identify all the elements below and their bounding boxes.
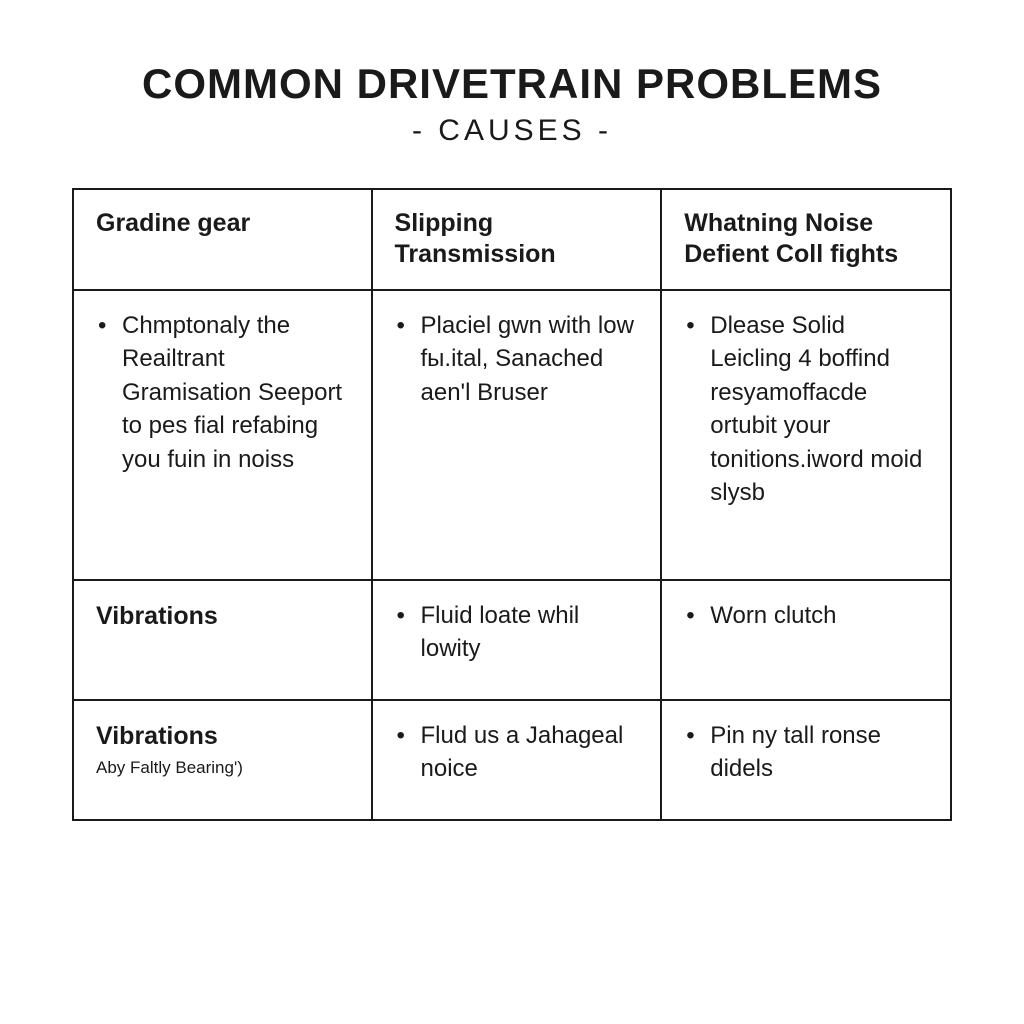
list-item: Fluid loate whil lowity — [395, 599, 639, 666]
row-label-sub: Aby Faltly Bearing') — [96, 756, 349, 780]
list-item: Chmptonaly the Reailtrant Gramisation Se… — [96, 309, 349, 477]
cell-list: Pin ny tall ronse didels — [684, 719, 928, 786]
table-cell: Chmptonaly the Reailtrant Gramisation Se… — [73, 290, 372, 580]
list-item: Placiel gwn with low fы.ital, Sanached a… — [395, 309, 639, 410]
col-header: Whatning Noise Defient Coll fights — [661, 189, 951, 290]
table-cell: Worn clutch — [661, 580, 951, 700]
list-item: Worn clutch — [684, 599, 928, 633]
col-header: Gradine gear — [73, 189, 372, 290]
cell-list: Dlease Solid Leicling 4 boffind resyamof… — [684, 309, 928, 511]
page-title: COMMON DRIVETRAIN PROBLEMS — [72, 60, 952, 108]
col-header: Slipping Transmission — [372, 189, 662, 290]
table-header-row: Gradine gear Slipping Transmission Whatn… — [73, 189, 951, 290]
table-cell: Fluid loate whil lowity — [372, 580, 662, 700]
table-cell: Pin ny tall ronse didels — [661, 700, 951, 820]
list-item: Flud us a Jahageal noice — [395, 719, 639, 786]
cell-list: Placiel gwn with low fы.ital, Sanached a… — [395, 309, 639, 410]
table-cell: Dlease Solid Leicling 4 boffind resyamof… — [661, 290, 951, 580]
table-row: Chmptonaly the Reailtrant Gramisation Se… — [73, 290, 951, 580]
list-item: Dlease Solid Leicling 4 boffind resyamof… — [684, 309, 928, 511]
cell-list: Flud us a Jahageal noice — [395, 719, 639, 786]
table-row: Vibrations Fluid loate whil lowity Worn cl… — [73, 580, 951, 700]
table-cell: Flud us a Jahageal noice — [372, 700, 662, 820]
table-body: Chmptonaly the Reailtrant Gramisation Se… — [73, 290, 951, 820]
problems-table: Gradine gear Slipping Transmission Whatn… — [72, 188, 952, 821]
table-row: VibrationsAby Faltly Bearing') Flud us a … — [73, 700, 951, 820]
page-subtitle: - CAUSES - — [72, 114, 952, 148]
list-item: Pin ny tall ronse didels — [684, 719, 928, 786]
row-label: VibrationsAby Faltly Bearing') — [96, 719, 349, 780]
table-cell: VibrationsAby Faltly Bearing') — [73, 700, 372, 820]
cell-list: Chmptonaly the Reailtrant Gramisation Se… — [96, 309, 349, 477]
table-cell: Vibrations — [73, 580, 372, 700]
row-label: Vibrations — [96, 599, 349, 634]
cell-list: Fluid loate whil lowity — [395, 599, 639, 666]
table-cell: Placiel gwn with low fы.ital, Sanached a… — [372, 290, 662, 580]
cell-list: Worn clutch — [684, 599, 928, 633]
